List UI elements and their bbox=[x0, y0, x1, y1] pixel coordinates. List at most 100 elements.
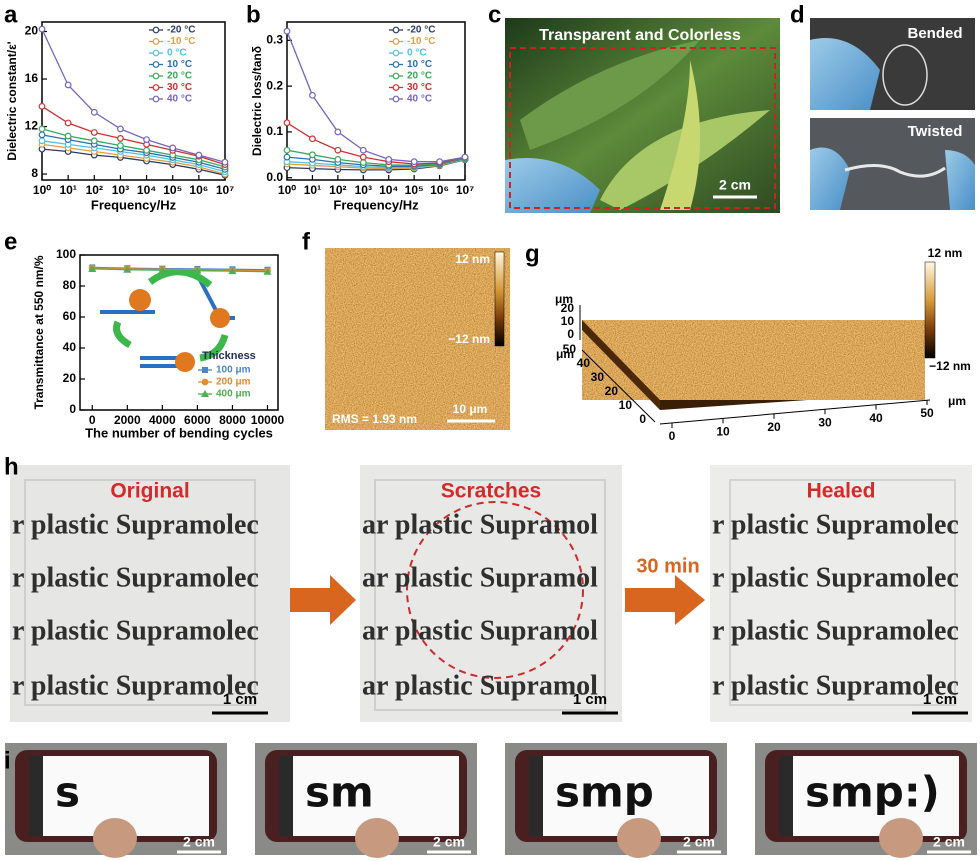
z-tick-label: 10 bbox=[561, 314, 575, 328]
y-tick-label: 50 bbox=[563, 342, 577, 356]
label: Twisted bbox=[908, 123, 963, 140]
y-tick-label: 0.2 bbox=[266, 78, 283, 92]
handwriting: smp bbox=[555, 768, 654, 817]
handwriting: sm bbox=[305, 768, 374, 817]
legend-label: -20 °C bbox=[167, 25, 195, 36]
marker bbox=[90, 137, 98, 145]
marker bbox=[38, 25, 46, 33]
marker bbox=[392, 61, 400, 68]
x-tick-label: 4000 bbox=[149, 413, 176, 427]
panel-label: e bbox=[4, 228, 17, 255]
legend-label: 400 μm bbox=[216, 389, 251, 400]
y-tick-label: 0 bbox=[69, 402, 76, 416]
x-tick-label: 10⁴ bbox=[379, 183, 398, 197]
marker bbox=[38, 125, 46, 133]
colorbar-min: −12 nm bbox=[448, 332, 490, 346]
panel-label: c bbox=[488, 1, 501, 28]
marker bbox=[392, 72, 400, 80]
y-tick-label: 20 bbox=[605, 384, 619, 398]
panel-label: f bbox=[302, 228, 311, 255]
series-line bbox=[92, 268, 268, 273]
marker bbox=[169, 144, 177, 152]
series-line bbox=[41, 148, 226, 176]
y-axis-label: Dielectric loss/tanδ bbox=[250, 46, 264, 156]
scale-label: 2 cm bbox=[719, 177, 751, 193]
marker bbox=[64, 81, 72, 89]
x-tick-label: 20 bbox=[767, 420, 781, 434]
finger bbox=[617, 818, 661, 858]
marker bbox=[117, 125, 124, 133]
scale-label: 1 cm bbox=[923, 691, 957, 708]
x-tick-label: 10⁷ bbox=[216, 183, 234, 197]
series-line bbox=[92, 267, 268, 272]
caption: Transparent and Colorless bbox=[539, 27, 741, 44]
marker bbox=[195, 151, 203, 159]
stage: r plastic Supramolec r plastic Supramolec… bbox=[12, 509, 259, 701]
legend-label: 40 °C bbox=[407, 94, 432, 105]
series-line bbox=[92, 266, 268, 271]
marker bbox=[152, 61, 160, 68]
x-tick-label: 10² bbox=[86, 183, 103, 197]
panel-label: d bbox=[790, 1, 805, 28]
scale-label: 2 cm bbox=[183, 834, 215, 850]
series-line bbox=[286, 149, 466, 166]
marker bbox=[221, 158, 229, 166]
y-axis-label: Dielectric constant/ε' bbox=[5, 41, 19, 160]
handwriting: s bbox=[55, 768, 80, 817]
panel-label: h bbox=[4, 453, 19, 480]
print-line: r plastic Supramolec bbox=[12, 615, 259, 646]
x-tick-label: 30 bbox=[818, 415, 832, 429]
print-line: r plastic Supramolec bbox=[712, 509, 959, 540]
marker bbox=[263, 267, 272, 275]
marker bbox=[152, 72, 160, 80]
toolbar bbox=[279, 756, 293, 836]
legend-label: 0 °C bbox=[407, 48, 427, 59]
y-tick-label: 100 bbox=[56, 247, 76, 261]
print-line: r plastic Supramolec bbox=[712, 670, 959, 701]
x-tick-label: 0 bbox=[89, 413, 96, 427]
toolbar bbox=[29, 756, 43, 836]
legend-label: -10 °C bbox=[167, 36, 195, 47]
legend-title: Thickness bbox=[202, 350, 256, 362]
photo-d: Bended Twisted bbox=[810, 18, 975, 210]
x-axis-label: Frequency/Hz bbox=[91, 197, 177, 212]
x-tick-label: 2000 bbox=[114, 413, 141, 427]
series-line bbox=[286, 122, 466, 165]
print-line: ar plastic Supramol bbox=[362, 509, 598, 540]
toolbar bbox=[529, 756, 543, 836]
marker bbox=[309, 91, 316, 99]
scale-label: 2 cm bbox=[433, 834, 465, 850]
x-tick-label: 8000 bbox=[219, 413, 246, 427]
marker bbox=[334, 128, 342, 136]
legend-label: 100 μm bbox=[216, 365, 251, 376]
legend-label: 0 °C bbox=[167, 48, 187, 59]
legend-label: 200 μm bbox=[216, 377, 251, 388]
stage-title: Original bbox=[110, 480, 189, 503]
series-line bbox=[41, 128, 226, 168]
marker bbox=[334, 155, 342, 163]
scale-label: 10 μm bbox=[453, 402, 488, 416]
marker bbox=[152, 38, 160, 45]
print-line: ar plastic Supramol bbox=[362, 562, 598, 593]
plot-frame bbox=[79, 254, 279, 411]
photo-c: Transparent and Colorless 2 cm bbox=[505, 18, 780, 213]
unit: μm bbox=[948, 394, 966, 408]
series-line bbox=[41, 140, 226, 173]
print-line: r plastic Supramolec bbox=[12, 670, 259, 701]
marker bbox=[152, 95, 160, 103]
finger bbox=[355, 818, 399, 858]
colorbar-max: 12 nm bbox=[455, 252, 490, 266]
unit: μm bbox=[556, 347, 574, 361]
scale-label: 1 cm bbox=[223, 691, 257, 708]
colorbar-max: 12 nm bbox=[928, 246, 963, 260]
y-tick-label: 0.0 bbox=[266, 170, 283, 184]
x-tick-label: 50 bbox=[920, 406, 934, 420]
y-tick-label: 60 bbox=[63, 309, 77, 323]
panel-labels: a b c d e f g h i bbox=[4, 1, 805, 774]
print-line: ar plastic Supramol bbox=[362, 615, 598, 646]
y-tick-label: 40 bbox=[577, 356, 591, 370]
marker bbox=[90, 129, 98, 136]
plot-frame bbox=[286, 21, 466, 181]
print-line: r plastic Supramolec bbox=[12, 509, 259, 540]
